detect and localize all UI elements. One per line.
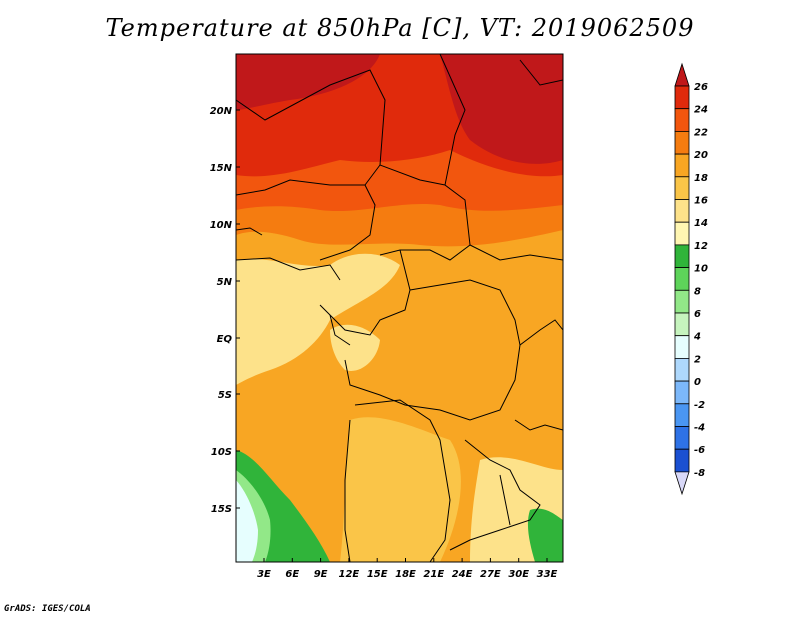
lon-label-18e: 18E: [395, 569, 416, 580]
lon-label-24e: 24E: [452, 569, 473, 580]
colorbar-swatch: [674, 153, 690, 178]
country-borders: [236, 54, 563, 562]
colorbar-label: 16: [694, 196, 708, 207]
colorbar-label: 24: [694, 105, 708, 116]
colorbar-label: 12: [694, 241, 708, 252]
colorbar-swatch: [674, 289, 690, 314]
colorbar-label: 20: [694, 150, 708, 161]
lat-label-20n: 20N: [210, 106, 233, 117]
colorbar-label: 0: [694, 377, 701, 388]
colorbar-label: 6: [694, 309, 701, 320]
latitude-axis: 20N 15N 10N 5N EQ 5S 10S 15S: [210, 106, 240, 515]
longitude-axis: 3E 6E 9E 12E 15E 18E 21E 24E 27E 30E 33E: [257, 558, 558, 580]
colorbar-swatch: [674, 357, 690, 382]
colorbar-swatch: [674, 426, 690, 450]
lat-label-eq: EQ: [217, 334, 233, 345]
colorbar-swatch: [674, 335, 690, 359]
colorbar-swatch: [674, 380, 690, 405]
map-frame: [235, 53, 564, 563]
lat-label-10s: 10S: [211, 447, 232, 458]
lon-label-12e: 12E: [339, 569, 360, 580]
lat-label-15n: 15N: [210, 163, 233, 174]
colorbar-label: 2: [694, 354, 701, 365]
colorbar-label: -2: [694, 400, 705, 411]
lon-label-30e: 30E: [508, 569, 529, 580]
colorbar-label: -6: [694, 445, 705, 456]
colorbar-swatch: [674, 244, 690, 268]
colorbar-label: -8: [694, 468, 705, 479]
colorbar-swatch: [674, 176, 690, 200]
colorbar-swatch: [674, 221, 690, 246]
colorbar-label: -4: [694, 423, 705, 434]
colorbar-swatch: [674, 199, 690, 223]
colorbar-label: 18: [694, 173, 708, 184]
lon-label-33e: 33E: [537, 569, 558, 580]
colorbar-swatch: [674, 403, 690, 427]
lon-label-21e: 21E: [423, 569, 444, 580]
colorbar-swatch: [674, 85, 690, 110]
lat-label-5s: 5S: [218, 390, 232, 401]
colorbar-label: 8: [694, 286, 701, 297]
colorbar-label: 14: [694, 218, 708, 229]
lon-label-15e: 15E: [367, 569, 388, 580]
colorbar-swatch: [674, 448, 690, 473]
colorbar-swatch: [674, 267, 690, 291]
lat-label-15s: 15S: [211, 504, 232, 515]
colorbar-swatch: [674, 108, 690, 132]
temperature-field: [236, 54, 563, 562]
colorbar-label: 10: [694, 264, 708, 275]
lat-label-10n: 10N: [210, 220, 233, 231]
lat-label-5n: 5N: [217, 277, 233, 288]
colorbar-label: 26: [694, 82, 708, 93]
colorbar-label: 22: [694, 127, 708, 138]
grads-credit: GrADS: IGES/COLA: [4, 604, 91, 614]
colorbar-under-triangle: [674, 471, 690, 496]
lon-label-27e: 27E: [480, 569, 501, 580]
colorbar-swatch: [674, 130, 690, 155]
colorbar-label: 4: [693, 332, 701, 343]
colorbar-over-triangle: [674, 62, 690, 87]
chart-title: Temperature at 850hPa [C], VT: 201906250…: [105, 14, 695, 42]
lon-label-3e: 3E: [257, 569, 271, 580]
colorbar-swatch: [674, 312, 690, 337]
lon-label-9e: 9E: [314, 569, 328, 580]
lon-label-6e: 6E: [285, 569, 299, 580]
